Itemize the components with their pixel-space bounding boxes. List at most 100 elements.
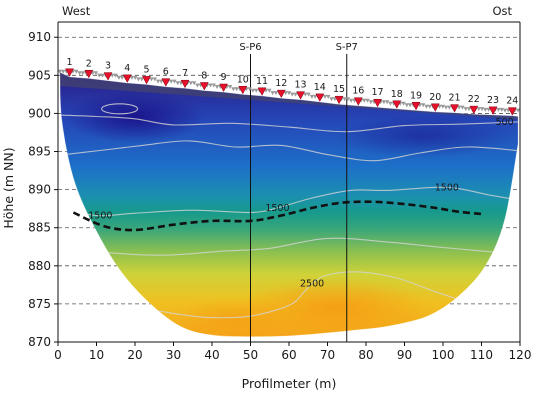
electrode-marker-minor	[388, 101, 393, 106]
electrode-label: 5	[144, 64, 150, 75]
electrode-marker-minor	[168, 79, 174, 84]
electrode-marker	[199, 82, 209, 91]
electrode-marker	[296, 91, 305, 100]
electrode-label: 23	[487, 95, 499, 106]
electrode-marker-minor	[211, 83, 216, 88]
borehole-label: S-P7	[336, 42, 358, 53]
electrode-marker-minor	[486, 107, 491, 112]
electrode-marker-minor	[460, 105, 465, 110]
electrode-label: 20	[429, 92, 441, 103]
contour-label: 1500	[88, 211, 112, 222]
electrode-label: 6	[163, 67, 169, 78]
y-tick-label: 885	[28, 221, 51, 235]
electrode-label: 16	[352, 86, 364, 97]
electrode-marker-minor	[290, 92, 295, 97]
electrode-marker-minor	[456, 105, 462, 110]
electrode-marker-minor	[250, 88, 256, 93]
electrode-marker-minor	[159, 79, 164, 84]
electrode-marker-minor	[273, 91, 279, 96]
x-tick-label: 20	[127, 348, 142, 362]
electrode-marker-minor	[309, 94, 315, 99]
electrode-marker	[392, 100, 402, 109]
electrode-marker-minor	[447, 105, 452, 110]
electrode-marker-minor	[463, 107, 468, 112]
electrode-marker	[65, 68, 74, 77]
electrode-marker-minor	[155, 79, 161, 84]
electrode-marker-minor	[329, 97, 334, 102]
x-tick-label: 50	[243, 348, 258, 362]
electrode-marker-minor	[267, 88, 272, 93]
electrode-label: 4	[124, 63, 130, 74]
electrode-label: 18	[391, 89, 403, 100]
electrode-marker	[276, 89, 286, 99]
electrode-marker-minor	[129, 75, 135, 80]
x-tick-label: 0	[54, 348, 62, 362]
electrode-marker	[450, 104, 459, 113]
electrode-marker-minor	[234, 87, 239, 92]
electrode-marker-minor	[283, 91, 288, 96]
electrode-marker-minor	[420, 103, 426, 108]
contour-label: 1500	[265, 203, 289, 214]
electrode-marker-minor	[77, 71, 82, 76]
electrode-marker-minor	[172, 79, 177, 84]
electrode-marker	[103, 72, 113, 81]
x-tick-label: 40	[204, 348, 219, 362]
electrode-marker-minor	[132, 75, 138, 80]
electrode-marker	[353, 97, 363, 106]
electrode-label: 7	[182, 68, 188, 79]
electrode-marker	[142, 76, 151, 85]
electrode-label: 8	[201, 70, 207, 81]
x-tick-label: 100	[432, 348, 455, 362]
electrode-marker-minor	[231, 87, 236, 92]
electrode-marker-minor	[466, 107, 472, 112]
electrode-label: 11	[256, 76, 268, 87]
x-tick-label: 70	[320, 348, 335, 362]
contour-group	[59, 103, 519, 319]
electrode-marker-minor	[381, 100, 387, 105]
electrode-marker-minor	[57, 69, 63, 74]
y-tick-label: 890	[28, 183, 51, 197]
electrode-marker	[161, 78, 171, 87]
electrode-marker	[238, 86, 248, 95]
y-axis-label: Höhe (m NN)	[1, 147, 16, 228]
electrode-marker-minor	[312, 94, 318, 99]
high-resistivity-zone	[175, 297, 296, 337]
x-tick-label: 10	[89, 348, 104, 362]
electrode-marker-minor	[322, 94, 328, 99]
electrode-marker-minor	[293, 92, 298, 97]
deep-blue-zone	[333, 114, 514, 159]
axes: 0 10 20 30 40 50 60 70 80 90 100 110 120870875880885…	[28, 21, 531, 362]
electrode-marker-minor	[515, 108, 521, 113]
y-tick-label: 875	[28, 297, 51, 311]
layer-boundary-line	[72, 200, 482, 232]
electrode-marker-minor	[270, 91, 275, 96]
electrode-marker	[334, 95, 344, 105]
electrode-marker-minor	[479, 107, 485, 112]
orientation-right-label: Ost	[492, 4, 512, 18]
electrode-marker	[122, 74, 132, 83]
contour-label: 2500	[300, 278, 324, 289]
electrode-marker	[430, 103, 440, 112]
electrode-label: 19	[410, 90, 422, 101]
electrode-label: 17	[372, 87, 384, 98]
electrode-marker-minor	[60, 69, 66, 74]
electrode-marker-minor	[306, 92, 311, 97]
electrode-label: 3	[105, 61, 111, 72]
contour-line	[59, 237, 519, 256]
electrode-marker-minor	[247, 87, 252, 92]
electrode-marker-minor	[342, 97, 347, 102]
y-tick-label: 895	[28, 145, 51, 159]
electrode-marker-minor	[483, 107, 488, 112]
electrode-marker-minor	[116, 75, 122, 80]
electrode-label: 22	[468, 94, 480, 105]
electrode-marker-minor	[427, 104, 432, 109]
electrode-marker-minor	[80, 71, 86, 76]
electrode-marker-minor	[96, 73, 102, 78]
electrode-marker	[180, 79, 190, 89]
x-axis-label: Profilmeter (m)	[242, 376, 337, 391]
electrode-marker-minor	[286, 91, 292, 96]
y-tick-label: 900	[28, 106, 51, 120]
electrode-marker	[488, 106, 498, 115]
electrode-label: 2	[86, 58, 92, 69]
